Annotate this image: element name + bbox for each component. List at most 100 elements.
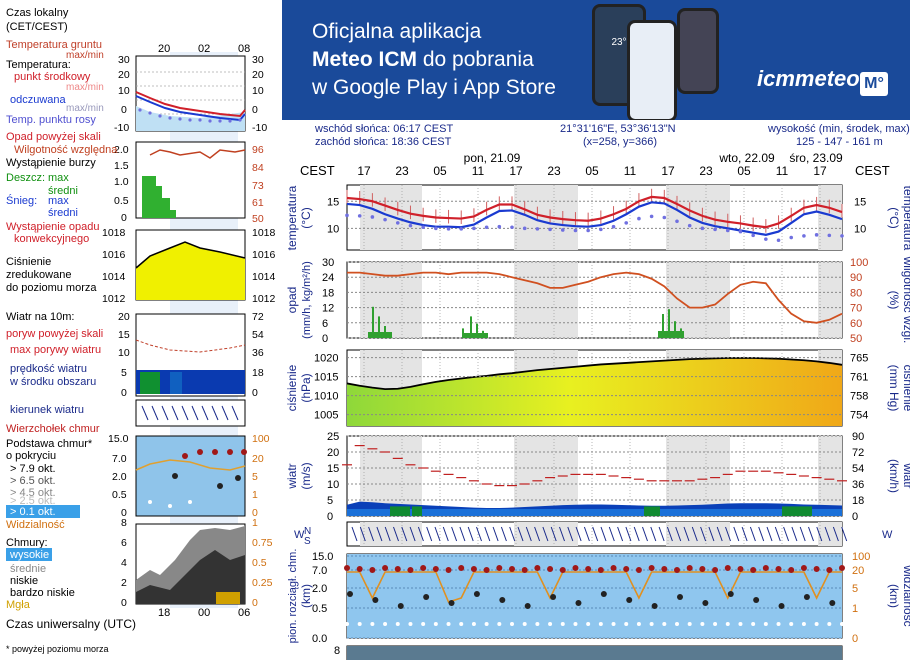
- cloud-low-dot: [624, 622, 629, 626]
- svg-text:1014: 1014: [102, 271, 126, 283]
- svg-text:Chmury:: Chmury:: [6, 537, 48, 549]
- legend-time-20: 20: [158, 43, 170, 55]
- legend-mid2: max/min: [66, 82, 104, 93]
- cloud-low-dot: [535, 622, 540, 626]
- svg-text:> 4.5 okt.: > 4.5 okt.: [10, 487, 56, 499]
- night-shade: [514, 522, 578, 546]
- svg-text:0: 0: [252, 507, 258, 519]
- cloud-base-dot: [448, 600, 455, 606]
- svg-text:15.0: 15.0: [108, 433, 129, 445]
- dew-point: [700, 226, 705, 231]
- y-tick: 18: [322, 287, 334, 299]
- svg-text:4: 4: [121, 557, 127, 569]
- compass-w-r: W: [882, 529, 893, 541]
- svg-text:1012: 1012: [252, 293, 276, 305]
- cloud-top-dot: [610, 565, 617, 571]
- y-tick: 24: [322, 272, 334, 284]
- promo-banner[interactable]: Oficjalna aplikacja Meteo ICM do pobrani…: [282, 0, 910, 120]
- wind-arrow: [824, 526, 831, 542]
- dew-point: [687, 223, 692, 228]
- wind-arrow: [749, 526, 756, 542]
- cloud-top-dot: [534, 565, 541, 571]
- cloud-base-dot: [499, 597, 506, 603]
- svg-text:średni: średni: [48, 207, 78, 219]
- wind-arrow: [351, 526, 358, 542]
- phone-image-2: [627, 20, 677, 120]
- y2-label-unit: (%): [887, 291, 901, 310]
- wind-speed-area: [347, 508, 842, 516]
- wind-arrow: [476, 526, 482, 542]
- cloud-top-dot: [369, 567, 376, 573]
- y-tick: 1020: [314, 353, 338, 365]
- cloud-top-dot: [521, 567, 528, 573]
- cloud-base-dot: [372, 597, 379, 603]
- y2-label-unit: (km): [887, 584, 901, 608]
- cloud-low-dot: [510, 622, 514, 626]
- y2-tick: 100: [852, 551, 870, 563]
- cloud-low-dot: [421, 622, 426, 626]
- night-shade: [818, 262, 842, 338]
- night-shade: [360, 522, 422, 546]
- svg-text:Widzialność: Widzialność: [6, 519, 65, 531]
- grid-coords: (x=258, y=366): [583, 136, 657, 148]
- svg-text:20: 20: [118, 69, 130, 81]
- svg-text:max porywy wiatru: max porywy wiatru: [10, 344, 101, 356]
- wind-arrow: [567, 526, 574, 542]
- svg-text:-10: -10: [114, 122, 129, 134]
- y-label: temperatura: [285, 185, 299, 250]
- dew-point: [789, 235, 794, 240]
- svg-text:2.0: 2.0: [114, 144, 129, 156]
- wind-arrow: [625, 526, 632, 542]
- cloud-top-dot: [509, 566, 515, 572]
- compass-s: S: [304, 536, 311, 547]
- cloud-base-dot: [600, 591, 607, 597]
- svg-text:15: 15: [118, 329, 130, 341]
- svg-text:1018: 1018: [102, 227, 126, 239]
- svg-text:50: 50: [252, 213, 264, 225]
- cloud-top-dot: [813, 566, 820, 572]
- rain-bar: [470, 316, 472, 338]
- wind-arrow: [384, 526, 391, 542]
- svg-text:2: 2: [121, 577, 127, 589]
- cloud-top-dot: [420, 565, 427, 571]
- svg-text:73: 73: [252, 180, 264, 192]
- time-tick: 23: [699, 164, 713, 178]
- dew-point: [662, 215, 667, 220]
- rain-bar: [662, 314, 664, 338]
- svg-text:> 6.5 okt.: > 6.5 okt.: [10, 475, 56, 487]
- dew-point: [802, 234, 806, 238]
- cloud-top-dot: [445, 567, 452, 573]
- dew-point: [357, 214, 362, 218]
- y-label-unit: (°C): [299, 207, 313, 228]
- time-tick: 17: [509, 164, 523, 178]
- svg-text:5: 5: [121, 367, 127, 379]
- night-shade: [666, 522, 730, 546]
- cloud-low-dot: [548, 622, 553, 626]
- cloud-top-dot: [344, 565, 350, 571]
- svg-text:niskie: niskie: [10, 575, 38, 587]
- wind-arrow: [559, 526, 565, 542]
- pressure-fill: [347, 357, 842, 426]
- wind-arrow: [633, 526, 640, 542]
- svg-text:średni: średni: [48, 185, 78, 197]
- visibility-line: [347, 571, 842, 603]
- y-label-unit: (mm/h, kg/m²/h): [301, 261, 313, 339]
- dew-point: [573, 228, 578, 233]
- wind-arrow: [417, 526, 424, 542]
- dew-point: [624, 221, 629, 225]
- wind-arrow: [758, 526, 765, 542]
- svg-text:0: 0: [121, 212, 127, 224]
- legend-ground: Temperatura gruntu: [6, 39, 102, 51]
- rain-bar: [668, 309, 670, 338]
- promo-text: Oficjalna aplikacja Meteo ICM do pobrani…: [312, 20, 556, 99]
- night-shade: [666, 436, 730, 516]
- wind-arrow: [393, 526, 399, 542]
- y-tick: 8: [334, 645, 340, 657]
- elevation-label: wysokość (min, środek, max): [768, 123, 910, 135]
- wind-arrow: [467, 526, 474, 542]
- wind-arrow: [592, 526, 599, 542]
- svg-text:* powyżej poziomu morza: * powyżej poziomu morza: [6, 644, 109, 654]
- wind-arrow: [666, 526, 673, 542]
- panel-frame: [346, 261, 843, 339]
- legend-felt2: max/min: [66, 103, 104, 114]
